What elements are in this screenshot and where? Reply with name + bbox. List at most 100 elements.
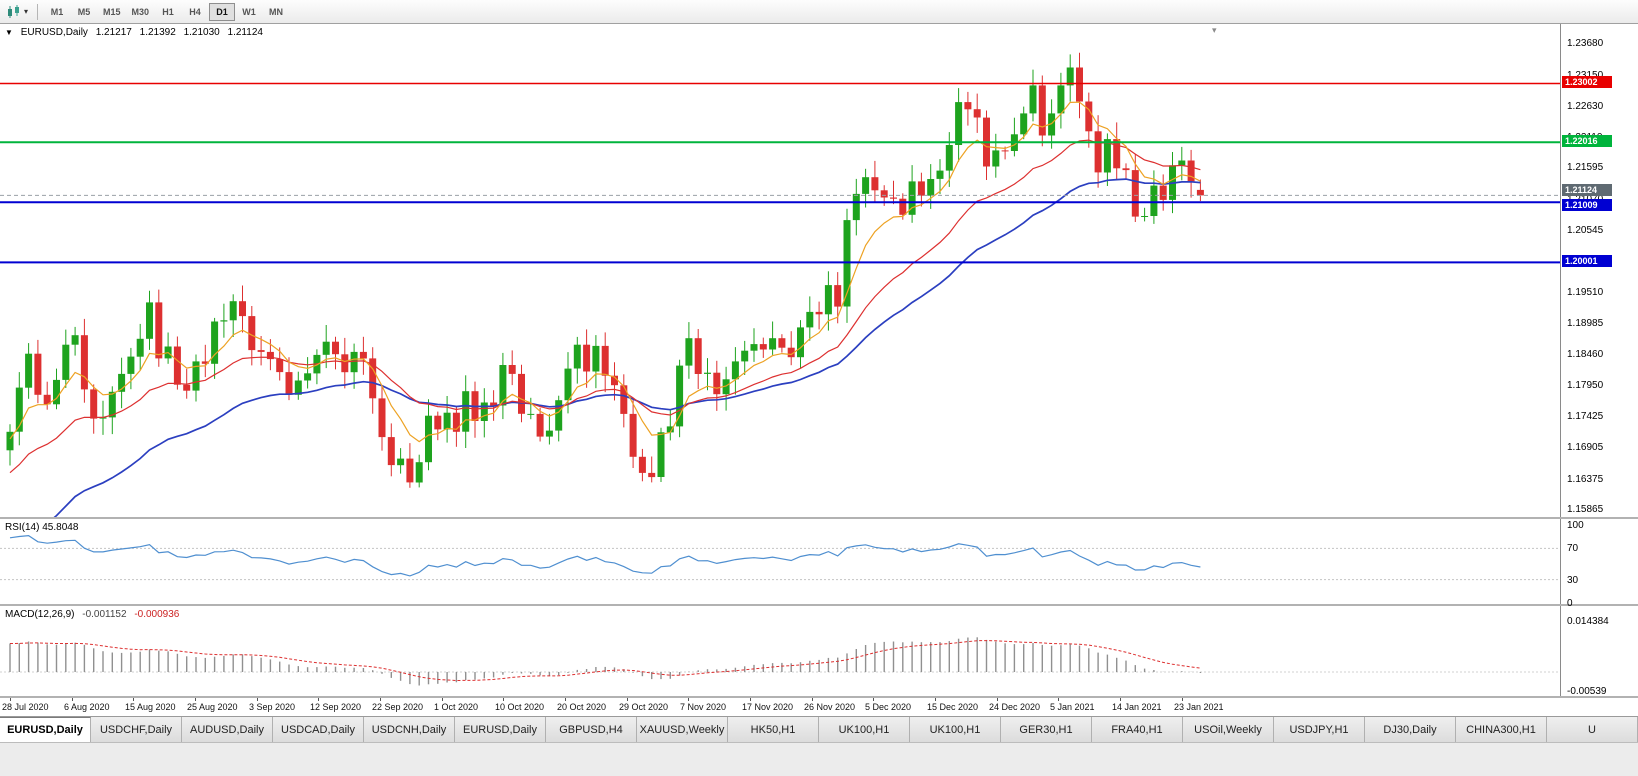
chart-type-dropdown-caret[interactable]: ▾ (24, 7, 29, 16)
date-tick (997, 698, 998, 701)
chart-tab-usdchf-daily[interactable]: USDCHF,Daily (91, 717, 182, 742)
candlestick-chart[interactable] (0, 24, 1560, 517)
price-axis-label: 1.18985 (1567, 318, 1604, 329)
timeframe-button-d1[interactable]: D1 (209, 2, 236, 21)
chart-tab-hk50-h1[interactable]: HK50,H1 (728, 717, 819, 742)
status-bar (0, 742, 1638, 776)
legend-symbol: EURUSD,Daily (20, 27, 88, 38)
timeframe-toolbar: ▾ M1 M5 M15 M30 H1 H4 D1 W1 MN (0, 0, 1638, 24)
rsi-line-chart[interactable] (0, 519, 1560, 604)
macd-name: MACD(12,26,9) (5, 609, 75, 620)
price-axis-label: 1.22630 (1567, 101, 1604, 112)
macd-pane[interactable]: MACD(12,26,9) -0.001152 -0.000936 0.0143… (0, 606, 1638, 698)
chart-region: ▼ EURUSD,Daily 1.21217 1.21392 1.21030 1… (0, 24, 1638, 716)
date-tick (627, 698, 628, 701)
date-tick (1120, 698, 1121, 701)
legend-low: 1.21030 (183, 27, 220, 38)
chart-tab-china300-h1[interactable]: CHINA300,H1 (1456, 717, 1547, 742)
price-axis-label: 1.23150 (1567, 70, 1603, 81)
timeframe-buttons-group: M1 M5 M15 M30 H1 H4 D1 W1 MN (44, 2, 290, 21)
chart-tab-usdcnh-daily[interactable]: USDCNH,Daily (364, 717, 455, 742)
macd-chart[interactable] (0, 606, 1560, 696)
chart-tab-u[interactable]: U (1547, 717, 1638, 742)
date-axis-label: 22 Sep 2020 (372, 702, 424, 712)
price-axis-label: 1.16905 (1567, 442, 1604, 453)
chart-tab-usoil-weekly[interactable]: USOil,Weekly (1183, 717, 1274, 742)
chart-tab-bar: EURUSD,Daily USDCHF,Daily AUDUSD,Daily USDC… (0, 716, 1638, 742)
rsi-pane[interactable]: RSI(14) 45.8048 100 70 30 0 (0, 519, 1638, 609)
date-axis-label: 25 Aug 2020 (187, 702, 238, 712)
date-tick (318, 698, 319, 701)
legend-high: 1.21392 (139, 27, 176, 38)
timeframe-button-h4[interactable]: H4 (182, 3, 208, 21)
macd-axis-label: -0.00539 (1567, 686, 1607, 697)
date-axis-label: 1 Oct 2020 (434, 702, 479, 712)
price-axis-label: 1.19510 (1567, 287, 1604, 298)
date-tick (72, 698, 73, 701)
chart-tab-xauusd-weekly[interactable]: XAUUSD,Weekly (637, 717, 728, 742)
price-level-badge: 1.21009 (1562, 199, 1612, 211)
date-tick (873, 698, 874, 701)
date-axis-label: 17 Nov 2020 (742, 702, 794, 712)
chart-tab-gbpusd-h4[interactable]: GBPUSD,H4 (546, 717, 637, 742)
rsi-axis-label: 100 (1567, 520, 1584, 531)
rsi-axis-label: 30 (1567, 575, 1579, 586)
chart-tab-usdjpy-h1[interactable]: USDJPY,H1 (1274, 717, 1365, 742)
date-tick (133, 698, 134, 701)
date-axis: 28 Jul 2020 6 Aug 2020 15 Aug 2020 25 Aug 2… (0, 698, 1638, 716)
price-chart-pane[interactable]: ▼ EURUSD,Daily 1.21217 1.21392 1.21030 1… (0, 24, 1638, 519)
price-level-badge: 1.22016 (1562, 135, 1612, 147)
date-axis-label: 15 Aug 2020 (125, 702, 176, 712)
date-tick (688, 698, 689, 701)
timeframe-button-m5[interactable]: M5 (71, 3, 97, 21)
rsi-label: RSI(14) 45.8048 (5, 522, 79, 533)
price-axis-label: 1.17425 (1567, 411, 1604, 422)
date-axis-label: 20 Oct 2020 (557, 702, 607, 712)
chart-tab-uk100-h1[interactable]: UK100,H1 (819, 717, 910, 742)
timeframe-button-m15[interactable]: M15 (98, 3, 126, 21)
price-axis-label: 1.23680 (1567, 38, 1604, 49)
chart-tab-eurusd-daily[interactable]: EURUSD,Daily (0, 717, 91, 742)
legend-open: 1.21217 (95, 27, 132, 38)
rsi-axis: 100 70 30 0 (1560, 519, 1638, 609)
price-level-badge: 1.23002 (1562, 76, 1612, 88)
chart-tab-fra40-h1[interactable]: FRA40,H1 (1092, 717, 1183, 742)
date-axis-label: 29 Oct 2020 (619, 702, 669, 712)
chart-tab-ger30-h1[interactable]: GER30,H1 (1001, 717, 1092, 742)
date-tick (812, 698, 813, 701)
date-tick (380, 698, 381, 701)
timeframe-button-w1[interactable]: W1 (236, 3, 262, 21)
timeframe-button-mn[interactable]: MN (263, 3, 289, 21)
price-axis-label: 1.21595 (1567, 162, 1604, 173)
date-axis-label: 3 Sep 2020 (249, 702, 296, 712)
chart-tab-eurusd-daily[interactable]: EURUSD,Daily (455, 717, 546, 742)
date-tick (503, 698, 504, 701)
date-tick (1058, 698, 1059, 701)
chart-tab-dj30-daily[interactable]: DJ30,Daily (1365, 717, 1456, 742)
date-axis-label: 5 Dec 2020 (865, 702, 912, 712)
date-tick (442, 698, 443, 701)
timeframe-button-m30[interactable]: M30 (127, 3, 155, 21)
price-axis-label: 1.16375 (1567, 474, 1604, 485)
chart-shift-marker-icon[interactable]: ▾ (1212, 25, 1217, 35)
rsi-axis-label: 0 (1567, 598, 1573, 609)
date-axis-label: 26 Nov 2020 (804, 702, 856, 712)
date-tick (565, 698, 566, 701)
price-axis-label: 1.15865 (1567, 504, 1604, 515)
chart-tab-audusd-daily[interactable]: AUDUSD,Daily (182, 717, 273, 742)
timeframe-button-h1[interactable]: H1 (155, 3, 181, 21)
rsi-axis-label: 70 (1567, 543, 1579, 554)
candlestick-glyph (8, 4, 19, 18)
macd-axis-label: 0.014384 (1567, 616, 1609, 627)
date-axis-label: 12 Sep 2020 (310, 702, 362, 712)
date-axis-label: 23 Jan 2021 (1174, 702, 1224, 712)
chart-tab-usdcad-daily[interactable]: USDCAD,Daily (273, 717, 364, 742)
chart-type-icon[interactable] (5, 4, 23, 20)
macd-label: MACD(12,26,9) -0.001152 -0.000936 (5, 609, 184, 620)
date-axis-label: 28 Jul 2020 (2, 702, 49, 712)
date-axis-label: 10 Oct 2020 (495, 702, 545, 712)
timeframe-button-m1[interactable]: M1 (44, 3, 70, 21)
one-click-trading-arrow-icon[interactable]: ▼ (5, 28, 13, 37)
chart-tab-uk100-h1[interactable]: UK100,H1 (910, 717, 1001, 742)
price-level-badge: 1.21124 (1562, 184, 1612, 196)
